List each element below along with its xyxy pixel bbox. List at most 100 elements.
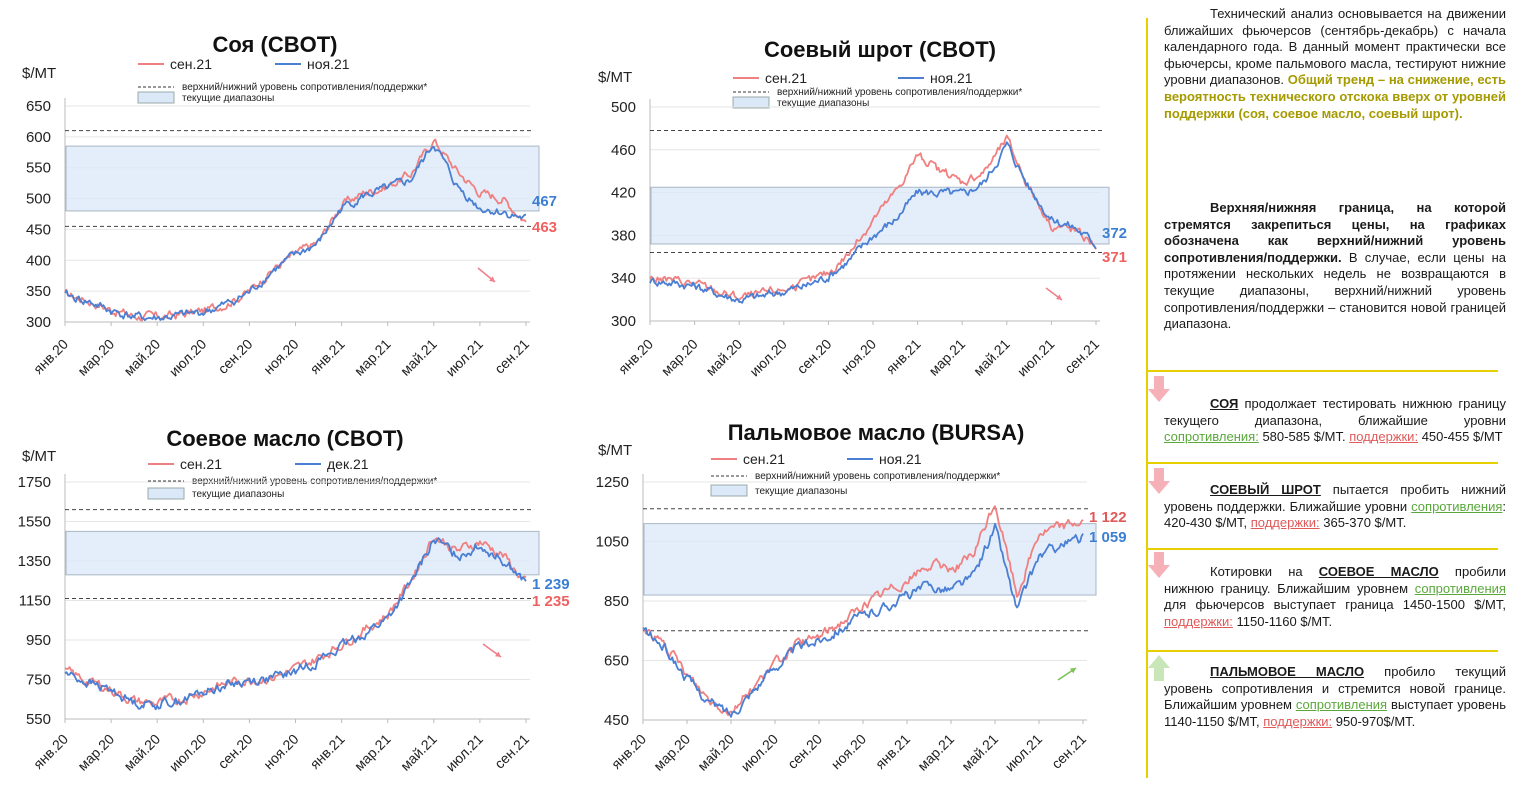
- y-tick-label: 420: [611, 185, 636, 202]
- bounds-text: В случае, если цены на протяжении нескол…: [1164, 249, 1506, 332]
- y-tick-label: 1750: [18, 474, 51, 491]
- chart-title: Соевое масло (CBOT): [166, 426, 403, 451]
- oil-block: Котировки на СОЕВОЕ МАСЛО пробили нижнюю…: [1164, 564, 1506, 630]
- x-tick-label: июл.21: [1014, 336, 1058, 380]
- legend-label-dash: верхний/нижний уровень сопротивления/под…: [777, 87, 1022, 98]
- meal-resistance-label: сопротивления: [1411, 498, 1503, 514]
- x-tick-label: мар.21: [914, 731, 957, 774]
- y-tick-label: 550: [26, 160, 51, 177]
- x-tick-label: янв.20: [615, 336, 656, 377]
- legend-swatch-band: [710, 484, 748, 497]
- x-tick-label: ноя.20: [260, 731, 302, 773]
- y-tick-label: 460: [611, 142, 636, 159]
- x-tick-label: сен.20: [215, 336, 256, 377]
- x-tick-label: янв.20: [30, 336, 71, 377]
- legend-label-band: текущие диапазоны: [192, 489, 284, 500]
- legend-label-s2: ноя.21: [879, 451, 922, 467]
- y-tick-label: 380: [611, 227, 636, 244]
- meal-name: СОЕВЫЙ ШРОТ: [1210, 482, 1321, 497]
- y-tick-label: 1050: [596, 534, 629, 551]
- x-tick-label: янв.21: [307, 336, 348, 377]
- x-tick-label: янв.20: [30, 731, 71, 772]
- bounds-bold-text: Верхняя/нижняя граница, на которой стрем…: [1164, 200, 1506, 265]
- y-tick-label: 1150: [19, 593, 51, 610]
- end-value-label: 467: [532, 193, 557, 210]
- legend-label-band: текущие диапазоны: [755, 486, 847, 497]
- palm-support-label: поддержки:: [1263, 713, 1333, 729]
- analysis-sidebar: Технический анализ основывается на движе…: [1130, 0, 1530, 793]
- series-line-s2: [64, 146, 527, 322]
- legend-swatch-band: [732, 96, 770, 109]
- x-tick-label: сен.20: [784, 731, 825, 772]
- oil-support-label: поддержки:: [1164, 613, 1233, 629]
- palm-support: 950-970$/MT.: [1335, 713, 1416, 729]
- x-tick-label: май.21: [970, 336, 1013, 379]
- y-tick-label: 500: [611, 99, 636, 116]
- palm-resistance: выступает уровень 1140-1150 $/MT,: [1164, 697, 1506, 729]
- y-tick-label: 450: [604, 712, 629, 729]
- y-tick-label: 850: [604, 593, 629, 610]
- y-tick-label: 500: [26, 191, 51, 208]
- oil-resistance-label: сопротивления: [1414, 580, 1506, 596]
- x-tick-label: май.21: [397, 336, 440, 379]
- x-tick-label: июл.20: [166, 336, 210, 380]
- y-tick-label: 300: [26, 314, 51, 331]
- x-tick-label: сен.21: [1048, 731, 1089, 772]
- chart-meal: Соевый шрот (CBOT) $/MT сен.21 ноя.21верхни…: [598, 37, 1127, 379]
- x-tick-label: сен.20: [794, 336, 835, 377]
- soy-support: 450-455 $/MT: [1421, 429, 1503, 445]
- sidebar-divider-1: [1148, 370, 1498, 372]
- legend-label-s2: ноя.21: [930, 70, 973, 86]
- legend-swatch-band: [137, 91, 175, 104]
- down-arrow-icon: [1148, 552, 1170, 578]
- oil-pre: Котировки на: [1210, 564, 1303, 579]
- legend-label-s1: сен.21: [170, 56, 212, 72]
- x-tick-label: мар.20: [74, 336, 117, 379]
- palm-resistance-label: сопротивления: [1295, 697, 1388, 713]
- trend-arrow-head: [495, 651, 501, 657]
- x-tick-label: сен.21: [491, 336, 532, 377]
- chart-title: Пальмовое масло (BURSA): [728, 420, 1025, 445]
- x-tick-label: май.20: [120, 336, 163, 379]
- y-tick-label: 450: [26, 221, 51, 238]
- end-value-label: 371: [1102, 249, 1127, 266]
- sidebar-divider-4: [1148, 650, 1498, 652]
- x-tick-label: май.20: [694, 731, 737, 774]
- legend-label-s2: дек.21: [327, 456, 369, 472]
- end-value-label: 1 235: [532, 593, 570, 610]
- y-tick-label: 1250: [596, 474, 629, 491]
- soy-text: продолжает тестировать нижнюю границу те…: [1164, 396, 1506, 428]
- soy-name: СОЯ: [1210, 396, 1239, 411]
- oil-support: 1150-1160 $/MT.: [1236, 613, 1333, 629]
- y-tick-label: 300: [611, 313, 636, 330]
- legend-label-band: текущие диапазоны: [182, 93, 274, 104]
- x-tick-label: июл.21: [442, 731, 486, 775]
- meal-block: СОЕВЫЙ ШРОТ пытается пробить нижний уров…: [1164, 482, 1506, 532]
- soy-block: СОЯ продолжает тестировать нижнюю границ…: [1164, 396, 1506, 446]
- sidebar-divider-2: [1148, 462, 1498, 464]
- chart-soy: Соя (CBOT) $/MT сен.21 ноя.21 верхний/нижний…: [22, 32, 557, 379]
- current-range-band: [65, 530, 540, 576]
- y-unit-label: $/MT: [598, 69, 632, 86]
- y-tick-label: 750: [26, 672, 51, 689]
- oil-text: пробили нижнюю границу. Ближайшим уровне…: [1164, 564, 1506, 596]
- legend-label-s1: сен.21: [180, 456, 222, 472]
- end-value-label: 1 059: [1089, 529, 1127, 546]
- y-tick-label: 950: [26, 632, 51, 649]
- x-tick-label: янв.21: [872, 731, 913, 772]
- x-tick-label: мар.21: [351, 731, 394, 774]
- intro-block: Технический анализ основывается на движе…: [1164, 6, 1506, 122]
- y-unit-label: $/MT: [598, 442, 632, 459]
- legend-label-s1: сен.21: [743, 451, 785, 467]
- trend-arrow-head: [489, 276, 495, 282]
- x-tick-label: май.20: [120, 731, 163, 774]
- meal-support-label: поддержки:: [1250, 515, 1320, 531]
- soy-resistance-label: сопротивления:: [1164, 429, 1259, 445]
- current-range-band: [65, 145, 540, 212]
- y-tick-label: 340: [611, 270, 636, 287]
- trend-text: Общий тренд – на снижение, есть вероятно…: [1164, 72, 1506, 121]
- soy-resistance: 580-585 $/MT.: [1262, 429, 1346, 445]
- x-tick-label: май.20: [702, 336, 745, 379]
- end-value-label: 1 122: [1089, 509, 1127, 526]
